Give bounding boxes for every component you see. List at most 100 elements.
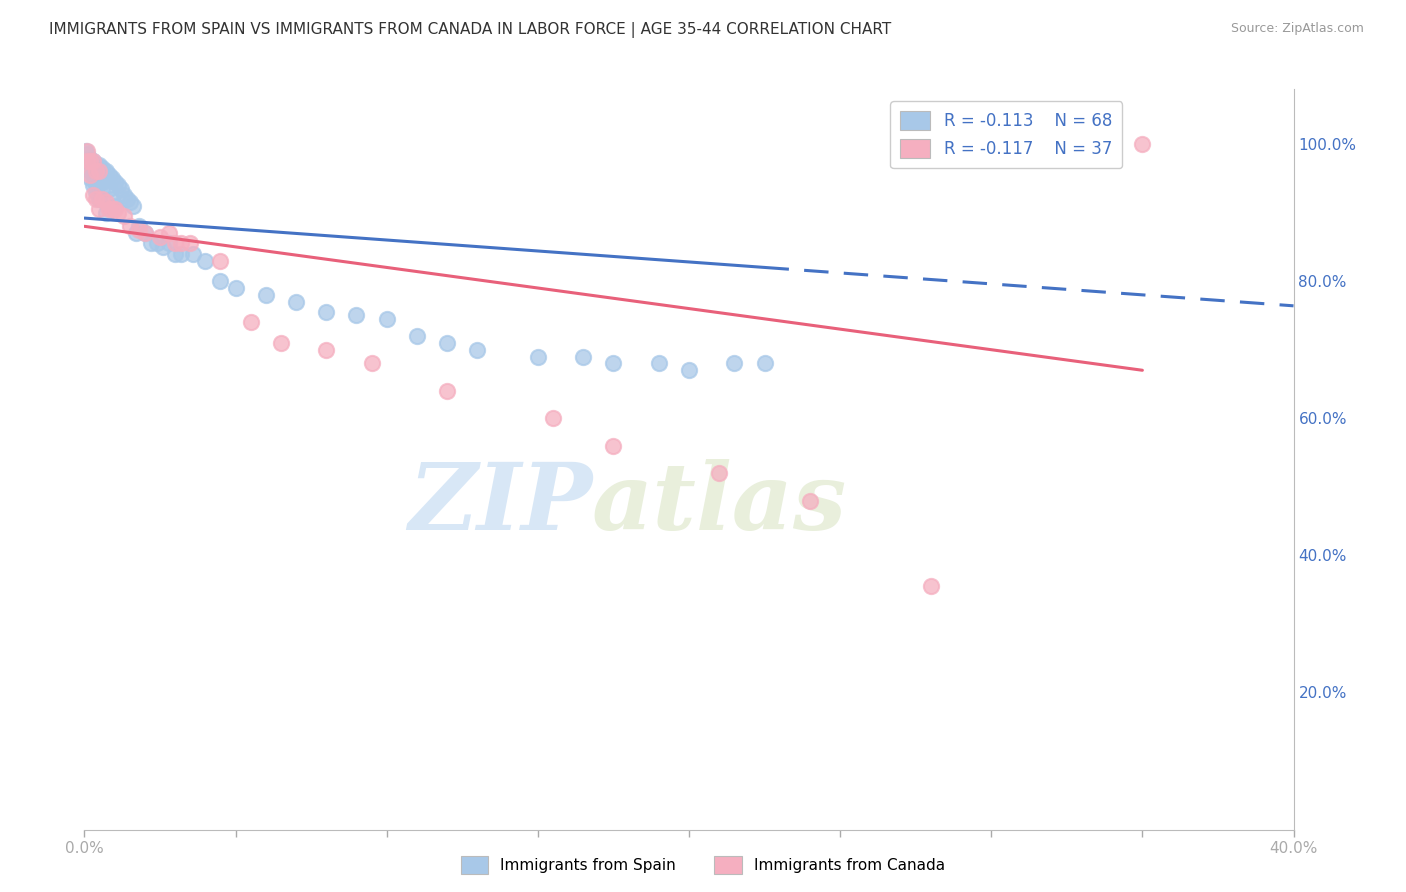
Point xyxy=(270,335,292,350)
Point xyxy=(76,154,98,169)
Point xyxy=(77,151,100,165)
Point xyxy=(89,202,111,216)
Point xyxy=(112,209,135,223)
Point xyxy=(110,181,132,195)
Point xyxy=(115,192,138,206)
Point xyxy=(209,274,232,288)
Point xyxy=(239,315,262,329)
Point xyxy=(76,147,98,161)
Point xyxy=(86,185,108,199)
Point xyxy=(82,154,104,169)
Point xyxy=(121,199,143,213)
Point xyxy=(799,493,821,508)
Point xyxy=(118,195,141,210)
Point xyxy=(375,311,398,326)
Point xyxy=(89,164,111,178)
Point xyxy=(97,202,120,216)
Point xyxy=(75,144,97,158)
Point xyxy=(920,579,942,593)
Point xyxy=(112,188,135,202)
Point xyxy=(104,202,127,216)
Point xyxy=(723,356,745,370)
Point xyxy=(91,175,114,189)
Point xyxy=(209,253,232,268)
Point xyxy=(406,329,429,343)
Point xyxy=(79,154,101,169)
Point xyxy=(80,158,103,172)
Point xyxy=(181,246,204,260)
Point xyxy=(82,161,104,175)
Point xyxy=(118,219,141,234)
Point xyxy=(82,178,104,193)
Point xyxy=(82,168,104,182)
Point xyxy=(754,356,776,370)
Point xyxy=(125,226,148,240)
Point xyxy=(194,253,217,268)
Point xyxy=(104,175,127,189)
Point xyxy=(86,192,108,206)
Point xyxy=(602,356,624,370)
Point xyxy=(467,343,489,357)
Point xyxy=(100,202,122,216)
Point xyxy=(285,294,308,309)
Point xyxy=(89,158,111,172)
Point xyxy=(76,154,98,169)
Point xyxy=(97,168,120,182)
Point xyxy=(107,178,129,193)
Point xyxy=(134,226,156,240)
Point xyxy=(94,195,117,210)
Point xyxy=(86,164,108,178)
Point xyxy=(360,356,382,370)
Point xyxy=(89,192,111,206)
Point xyxy=(134,226,156,240)
Point xyxy=(179,236,201,251)
Point xyxy=(709,466,731,480)
Point xyxy=(86,178,108,193)
Text: Source: ZipAtlas.com: Source: ZipAtlas.com xyxy=(1230,22,1364,36)
Point xyxy=(527,350,550,364)
Point xyxy=(82,188,104,202)
Point xyxy=(91,192,114,206)
Point xyxy=(107,205,129,219)
Point xyxy=(94,205,117,219)
Point xyxy=(86,171,108,186)
Point xyxy=(572,350,595,364)
Point xyxy=(170,236,193,251)
Point xyxy=(104,199,127,213)
Point xyxy=(79,171,101,186)
Point xyxy=(76,144,98,158)
Point xyxy=(91,181,114,195)
Point xyxy=(128,219,150,234)
Legend: Immigrants from Spain, Immigrants from Canada: Immigrants from Spain, Immigrants from C… xyxy=(454,850,952,880)
Point xyxy=(89,164,111,178)
Point xyxy=(79,154,101,169)
Point xyxy=(602,439,624,453)
Point xyxy=(254,288,277,302)
Point xyxy=(91,168,114,182)
Point xyxy=(678,363,700,377)
Text: atlas: atlas xyxy=(592,458,848,549)
Point xyxy=(128,223,150,237)
Legend: R = -0.113    N = 68, R = -0.117    N = 37: R = -0.113 N = 68, R = -0.117 N = 37 xyxy=(890,101,1122,168)
Point xyxy=(1130,136,1153,151)
Point xyxy=(170,246,193,260)
Point xyxy=(146,236,169,251)
Point xyxy=(89,175,111,189)
Point xyxy=(157,226,180,240)
Point xyxy=(86,164,108,178)
Point xyxy=(79,164,101,178)
Point xyxy=(86,158,108,172)
Point xyxy=(94,171,117,186)
Point xyxy=(139,236,162,251)
Point xyxy=(225,281,247,295)
Point xyxy=(436,335,458,350)
Point xyxy=(165,236,187,251)
Point xyxy=(157,236,180,251)
Point xyxy=(315,343,337,357)
Text: ZIP: ZIP xyxy=(408,458,592,549)
Point xyxy=(100,171,122,186)
Point xyxy=(79,168,101,182)
Point xyxy=(436,384,458,398)
Point xyxy=(97,181,120,195)
Point xyxy=(100,192,122,206)
